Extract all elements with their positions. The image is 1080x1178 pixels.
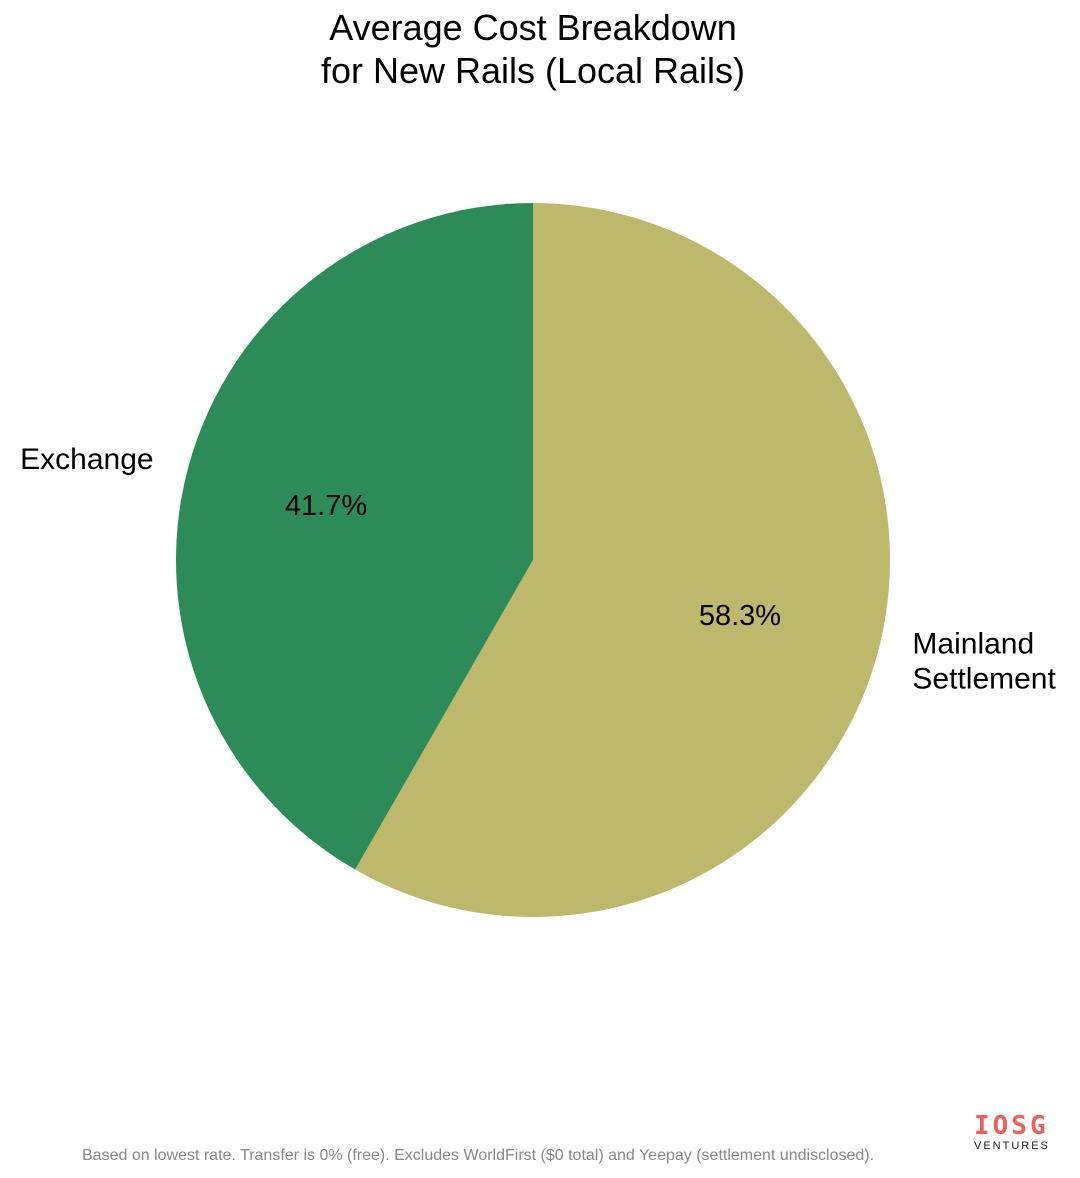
iosg-logo: IOSG VENTURES	[974, 1112, 1064, 1152]
pct-label: 58.3%	[699, 600, 781, 632]
slice-label: Exchange	[20, 443, 153, 476]
slice-label: Mainland	[912, 628, 1034, 661]
chart-title: Average Cost Breakdown for New Rails (Lo…	[0, 6, 1066, 92]
logo-mark: IOSG	[974, 1111, 1049, 1141]
title-line-1: Average Cost Breakdown	[329, 7, 737, 48]
footer-note: Based on lowest rate. Transfer is 0% (fr…	[82, 1147, 875, 1164]
pie-slice-exchange	[175, 203, 533, 870]
title-line-2: for New Rails (Local Rails)	[320, 50, 746, 91]
slice-label: Settlement	[912, 663, 1056, 696]
pie-slice-mainland-settlement	[355, 203, 890, 917]
logo-sub: VENTURES	[974, 1140, 1050, 1152]
pct-label: 41.7%	[285, 490, 367, 522]
